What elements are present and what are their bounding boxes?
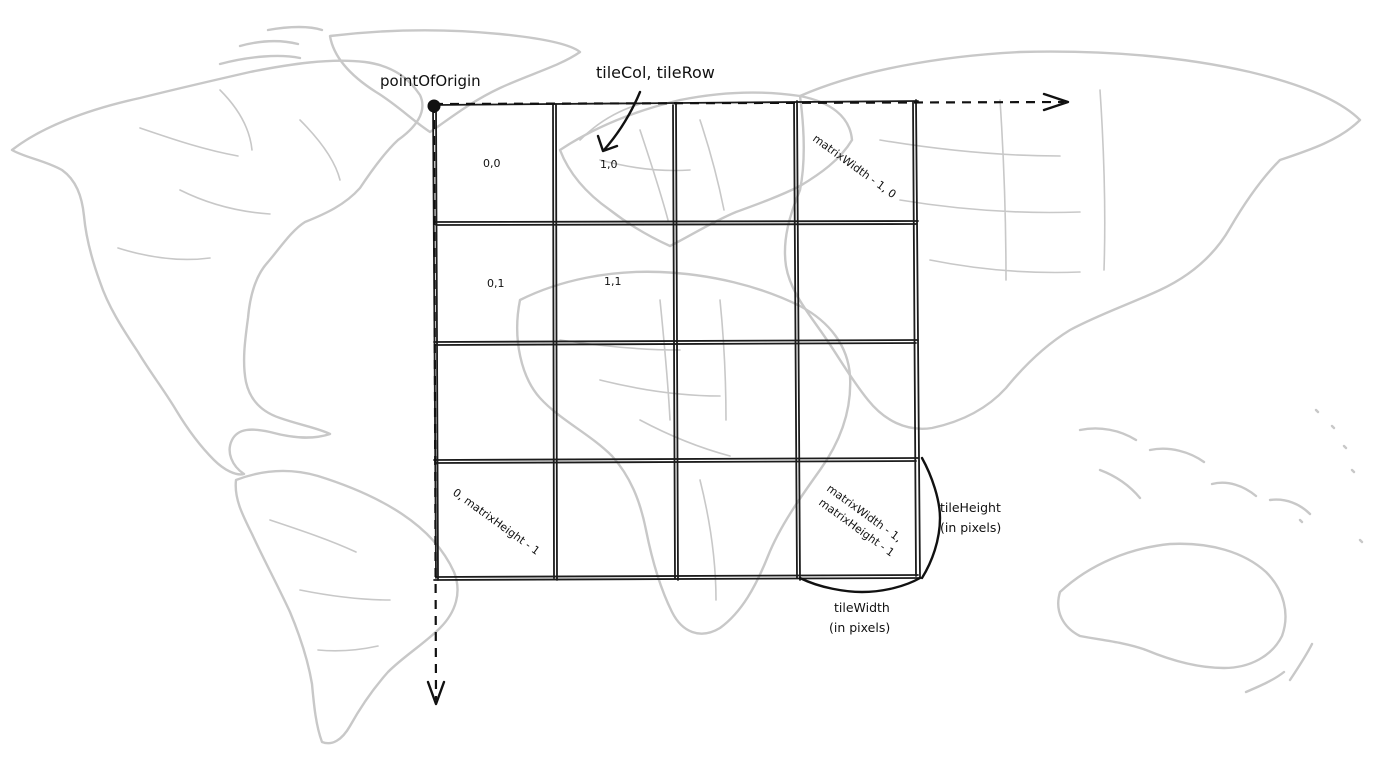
grid-line-h2 [433, 339, 919, 343]
pointer-arrow [596, 90, 642, 153]
grid-line-h4 [433, 577, 921, 581]
new-zealand-outline [1244, 642, 1314, 694]
arrow-down-icon [426, 680, 446, 706]
europe-borders [579, 103, 725, 221]
arrow-right-icon [1042, 92, 1070, 112]
asia-outline [783, 50, 1362, 430]
grid-line-v4 [915, 99, 921, 579]
grid-line-h3 [433, 457, 919, 461]
tile-width-label: tileWidth [834, 600, 890, 615]
australia-outline [1057, 542, 1287, 670]
grid-line-v4b [912, 101, 917, 577]
tile-height-label: tileHeight [940, 500, 1001, 515]
grid-line-h2b [435, 342, 917, 346]
tile-height-unit-label: (in pixels) [940, 520, 1001, 535]
tile-width-unit-label: (in pixels) [829, 620, 890, 635]
pacific-islands [1298, 408, 1364, 544]
north-america-detail [117, 89, 341, 261]
cell-label-bottom-left: 0, matrixHeight - 1 [450, 486, 542, 558]
cell-label-0-0: 0,0 [483, 157, 501, 170]
grid-line-h1 [433, 220, 919, 223]
point-of-origin-label: pointOfOrigin [380, 72, 481, 90]
europe-outline [558, 91, 854, 248]
grid-line-h3b [435, 460, 917, 464]
cell-label-top-right: matrixWidth - 1, 0 [810, 132, 898, 201]
axes [426, 92, 1070, 706]
tile-col-row-label: tileCol, tileRow [596, 63, 715, 82]
origin-dot-icon [427, 99, 441, 113]
grid-line-h1b [435, 223, 917, 226]
tile-height-brace [920, 456, 942, 580]
cell-label-1-0: 1,0 [600, 158, 618, 171]
grid-line-v0 [435, 101, 439, 581]
curved-arrow-icon [602, 90, 642, 152]
south-america-outline [234, 469, 459, 745]
curved-arrow-head [596, 134, 619, 153]
tile-width-brace [798, 576, 922, 594]
south-america-detail [269, 519, 391, 652]
cell-label-1-1: 1,1 [604, 275, 622, 288]
arctic-islands [218, 25, 324, 66]
y-axis-line [432, 103, 438, 701]
africa-outline [516, 270, 852, 635]
world-map-background [10, 25, 1364, 745]
cell-label-0-1: 0,1 [487, 277, 505, 290]
greenland-outline [328, 29, 582, 134]
grid-line-h4b [435, 574, 919, 578]
asia-borders [879, 89, 1106, 281]
dimension-marks [798, 456, 942, 594]
africa-borders [559, 299, 731, 601]
tile-grid [432, 99, 921, 581]
north-america-outline [10, 59, 424, 476]
southeast-asia-islands [1078, 427, 1312, 516]
grid-line-v0b [432, 103, 437, 579]
